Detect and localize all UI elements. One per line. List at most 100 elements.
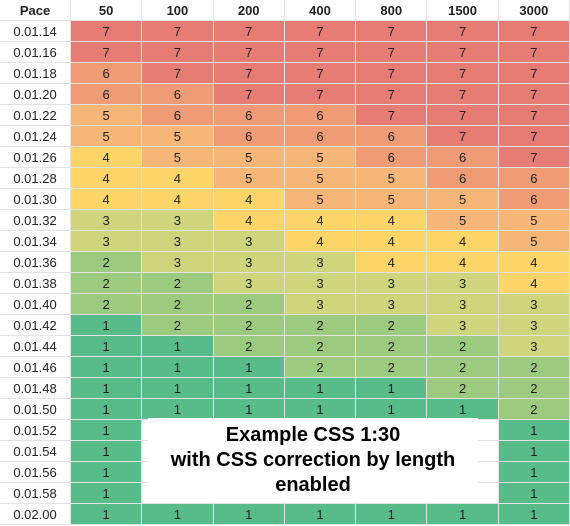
pace-cell: 0.01.58: [0, 483, 71, 504]
value-cell: 4: [356, 210, 428, 231]
value-cell: 2: [498, 378, 570, 399]
value-cell: 1: [71, 399, 143, 420]
value-cell: 2: [356, 357, 428, 378]
value-cell: 5: [142, 126, 214, 147]
value-cell: 1: [213, 399, 285, 420]
value-cell: 6: [213, 126, 285, 147]
overlay-box: Example CSS 1:30 with CSS correction by l…: [148, 418, 478, 502]
value-cell: 3: [427, 315, 499, 336]
value-cell: 5: [284, 189, 357, 210]
value-cell: 1: [71, 483, 143, 504]
value-cell: 7: [427, 105, 499, 126]
value-cell: 2: [284, 357, 357, 378]
value-cell: 2: [498, 357, 570, 378]
value-cell: 4: [71, 168, 143, 189]
value-cell: 7: [142, 21, 214, 42]
value-cell: 4: [356, 252, 428, 273]
value-cell: 1: [356, 399, 428, 420]
value-cell: 3: [356, 294, 428, 315]
pace-cell: 0.01.18: [0, 63, 71, 84]
overlay-line: with CSS correction by length: [170, 448, 456, 471]
value-cell: 7: [71, 21, 143, 42]
value-cell: 2: [71, 273, 143, 294]
value-cell: 1: [356, 378, 428, 399]
value-cell: 7: [142, 63, 214, 84]
value-cell: 4: [356, 231, 428, 252]
value-cell: 5: [427, 210, 499, 231]
header-cell: 50: [71, 0, 143, 21]
value-cell: 6: [142, 105, 214, 126]
value-cell: 4: [142, 168, 214, 189]
value-cell: 6: [427, 168, 499, 189]
value-cell: 1: [213, 378, 285, 399]
pace-cell: 0.01.36: [0, 252, 71, 273]
value-cell: 2: [356, 336, 428, 357]
value-cell: 6: [284, 105, 357, 126]
value-cell: 1: [142, 504, 214, 525]
value-cell: 1: [71, 462, 143, 483]
value-cell: 1: [498, 441, 570, 462]
value-cell: 7: [498, 105, 570, 126]
value-cell: 7: [427, 63, 499, 84]
value-cell: 5: [213, 147, 285, 168]
value-cell: 1: [71, 378, 143, 399]
value-cell: 7: [427, 126, 499, 147]
value-cell: 6: [71, 63, 143, 84]
value-cell: 4: [142, 189, 214, 210]
value-cell: 2: [427, 357, 499, 378]
value-cell: 6: [142, 84, 214, 105]
value-cell: 3: [284, 273, 357, 294]
value-cell: 7: [356, 21, 428, 42]
value-cell: 3: [142, 210, 214, 231]
value-cell: 6: [284, 126, 357, 147]
value-cell: 1: [71, 504, 143, 525]
header-cell: 1500: [427, 0, 499, 21]
value-cell: 3: [213, 273, 285, 294]
header-cell: 400: [284, 0, 357, 21]
value-cell: 7: [427, 84, 499, 105]
value-cell: 3: [498, 294, 570, 315]
pace-cell: 0.01.34: [0, 231, 71, 252]
value-cell: 7: [498, 84, 570, 105]
value-cell: 1: [284, 378, 357, 399]
value-cell: 2: [213, 315, 285, 336]
value-cell: 6: [498, 168, 570, 189]
value-cell: 1: [142, 378, 214, 399]
value-cell: 2: [71, 252, 143, 273]
value-cell: 5: [356, 168, 428, 189]
value-cell: 3: [213, 231, 285, 252]
value-cell: 7: [498, 42, 570, 63]
value-cell: 5: [213, 168, 285, 189]
value-cell: 3: [213, 252, 285, 273]
value-cell: 3: [284, 294, 357, 315]
value-cell: 1: [356, 504, 428, 525]
value-cell: 1: [71, 357, 143, 378]
value-cell: 5: [356, 189, 428, 210]
pace-cell: 0.01.22: [0, 105, 71, 126]
value-cell: 1: [498, 483, 570, 504]
pace-cell: 0.01.48: [0, 378, 71, 399]
pace-cell: 0.01.44: [0, 336, 71, 357]
value-cell: 7: [498, 21, 570, 42]
value-cell: 2: [356, 315, 428, 336]
value-cell: 1: [142, 336, 214, 357]
pace-cell: 0.01.20: [0, 84, 71, 105]
value-cell: 3: [71, 231, 143, 252]
value-cell: 2: [142, 315, 214, 336]
value-cell: 7: [498, 147, 570, 168]
value-cell: 7: [284, 21, 357, 42]
value-cell: 1: [142, 399, 214, 420]
value-cell: 7: [71, 42, 143, 63]
value-cell: 7: [356, 105, 428, 126]
value-cell: 2: [284, 315, 357, 336]
value-cell: 1: [71, 336, 143, 357]
overlay-line: enabled: [275, 473, 351, 496]
value-cell: 2: [498, 399, 570, 420]
pace-cell: 0.01.30: [0, 189, 71, 210]
value-cell: 2: [213, 294, 285, 315]
value-cell: 1: [142, 357, 214, 378]
value-cell: 7: [356, 63, 428, 84]
value-cell: 4: [213, 210, 285, 231]
value-cell: 1: [498, 504, 570, 525]
pace-cell: 0.01.26: [0, 147, 71, 168]
